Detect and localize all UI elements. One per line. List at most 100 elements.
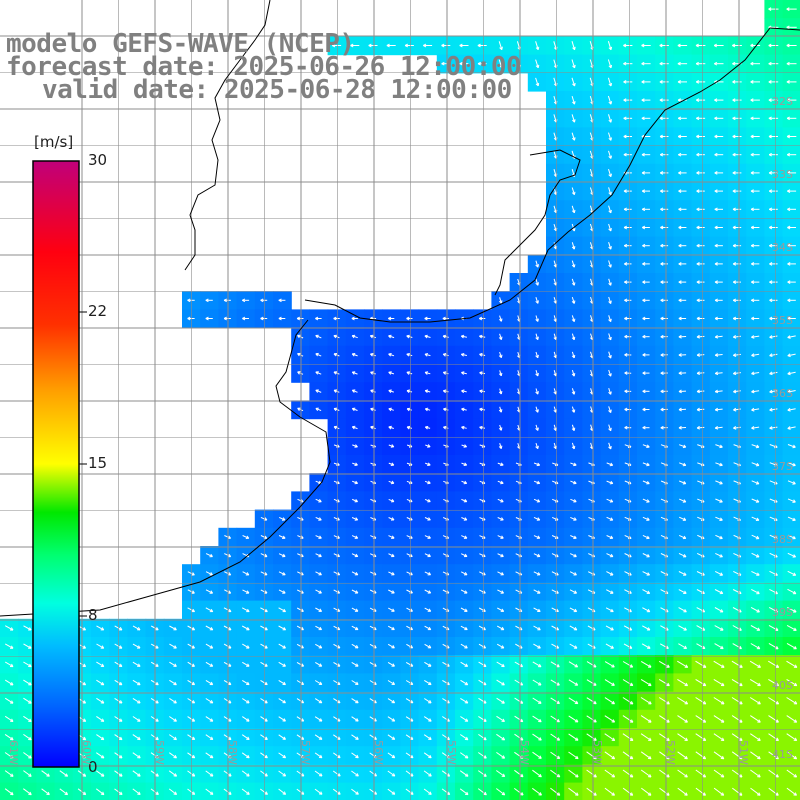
valid-date: valid date: 2025-06-28 12:00:00 — [42, 75, 512, 105]
wind-vector — [351, 353, 358, 357]
wind-vector — [677, 80, 687, 84]
wind-vector — [696, 243, 705, 248]
wind-vector — [571, 296, 576, 304]
wind-vector — [696, 298, 705, 303]
wind-vector — [732, 298, 741, 303]
wind-vector — [677, 43, 688, 48]
wind-vector — [750, 152, 760, 157]
wind-vector — [571, 278, 576, 286]
wind-vector — [297, 352, 304, 357]
wind-vector — [608, 168, 612, 178]
wind-vector — [750, 98, 760, 102]
wind-vector — [642, 334, 650, 339]
wind-vector — [641, 171, 651, 175]
field-cell — [418, 782, 438, 800]
colorbar-bar — [32, 160, 80, 768]
wind-vector — [660, 243, 669, 248]
wind-vector — [332, 43, 342, 48]
longitude-label: 52W — [664, 740, 677, 765]
wind-vector — [786, 80, 797, 84]
wind-vector — [424, 316, 431, 321]
wind-vector — [571, 59, 576, 69]
wind-vector — [733, 353, 741, 357]
wind-vector — [351, 371, 358, 375]
wind-vector — [623, 61, 633, 66]
wind-vector — [442, 334, 449, 339]
wind-vector — [696, 134, 705, 139]
colorbar-unit: [m/s] — [34, 133, 74, 151]
wind-vector — [696, 171, 705, 175]
wind-vector — [787, 280, 796, 284]
wind-vector — [498, 351, 503, 359]
wind-vector — [624, 280, 632, 284]
wind-vector — [624, 334, 632, 339]
wind-vector — [608, 296, 612, 304]
field-cell — [163, 782, 183, 800]
wind-vector — [751, 280, 760, 284]
wind-vector — [608, 205, 612, 214]
wind-vector — [477, 43, 487, 48]
wind-vector — [659, 43, 669, 48]
wind-vector — [678, 334, 687, 339]
longitude-label: 55W — [445, 740, 458, 765]
wind-vector — [787, 335, 796, 339]
wind-vector — [678, 207, 687, 212]
wind-vector — [571, 187, 576, 196]
wind-vector — [624, 353, 632, 357]
wind-vector — [732, 171, 742, 175]
wind-vector — [714, 225, 723, 230]
wind-vector — [659, 134, 669, 139]
wind-vector — [386, 43, 396, 48]
wind-vector — [278, 316, 286, 321]
wind-vector — [623, 243, 632, 248]
wind-vector — [205, 298, 213, 303]
wind-vector — [769, 243, 778, 248]
wind-vector — [769, 225, 778, 230]
wind-vector — [368, 43, 378, 48]
wind-vector — [388, 353, 395, 357]
longitude-label: 58W — [226, 740, 239, 765]
wind-vector — [641, 116, 651, 121]
wind-vector — [678, 262, 687, 266]
wind-vector — [571, 132, 576, 141]
wind-vector — [442, 316, 449, 321]
wind-vector — [769, 280, 778, 284]
wind-vector — [714, 280, 723, 284]
wind-vectors — [4, 7, 798, 796]
wind-vector — [442, 353, 449, 357]
wind-vector — [751, 353, 760, 357]
wind-vector — [787, 243, 796, 248]
latitude-label: 40S — [772, 679, 793, 692]
wind-vector — [786, 25, 797, 30]
field-cell — [382, 782, 401, 800]
wind-vector — [660, 189, 669, 193]
wind-vector — [571, 333, 576, 341]
wind-vector — [571, 315, 576, 322]
wind-vector — [714, 98, 724, 102]
wind-vector — [351, 316, 358, 321]
wind-vector — [479, 334, 486, 339]
wind-vector — [714, 207, 723, 212]
wind-vector — [659, 98, 669, 102]
wind-vector — [571, 260, 576, 268]
wind-vector — [642, 243, 650, 248]
wind-vector — [678, 189, 687, 193]
wind-vector — [751, 262, 760, 266]
wind-vector — [732, 189, 742, 193]
wind-vector — [641, 80, 651, 84]
wind-vector — [750, 171, 760, 175]
wind-vector — [768, 116, 779, 121]
wind-vector — [498, 333, 503, 340]
wind-vector — [607, 59, 613, 69]
wind-vector — [714, 353, 723, 357]
latitude-label: 37S — [772, 460, 793, 473]
wind-vector — [732, 207, 742, 212]
wind-vector — [714, 134, 724, 139]
wind-vector — [696, 334, 705, 339]
wind-vector — [388, 334, 395, 339]
wind-vector — [696, 225, 705, 230]
wind-vector — [459, 43, 469, 48]
wind-vector — [696, 189, 705, 193]
wind-vector — [732, 262, 742, 266]
wind-vector — [714, 171, 724, 175]
